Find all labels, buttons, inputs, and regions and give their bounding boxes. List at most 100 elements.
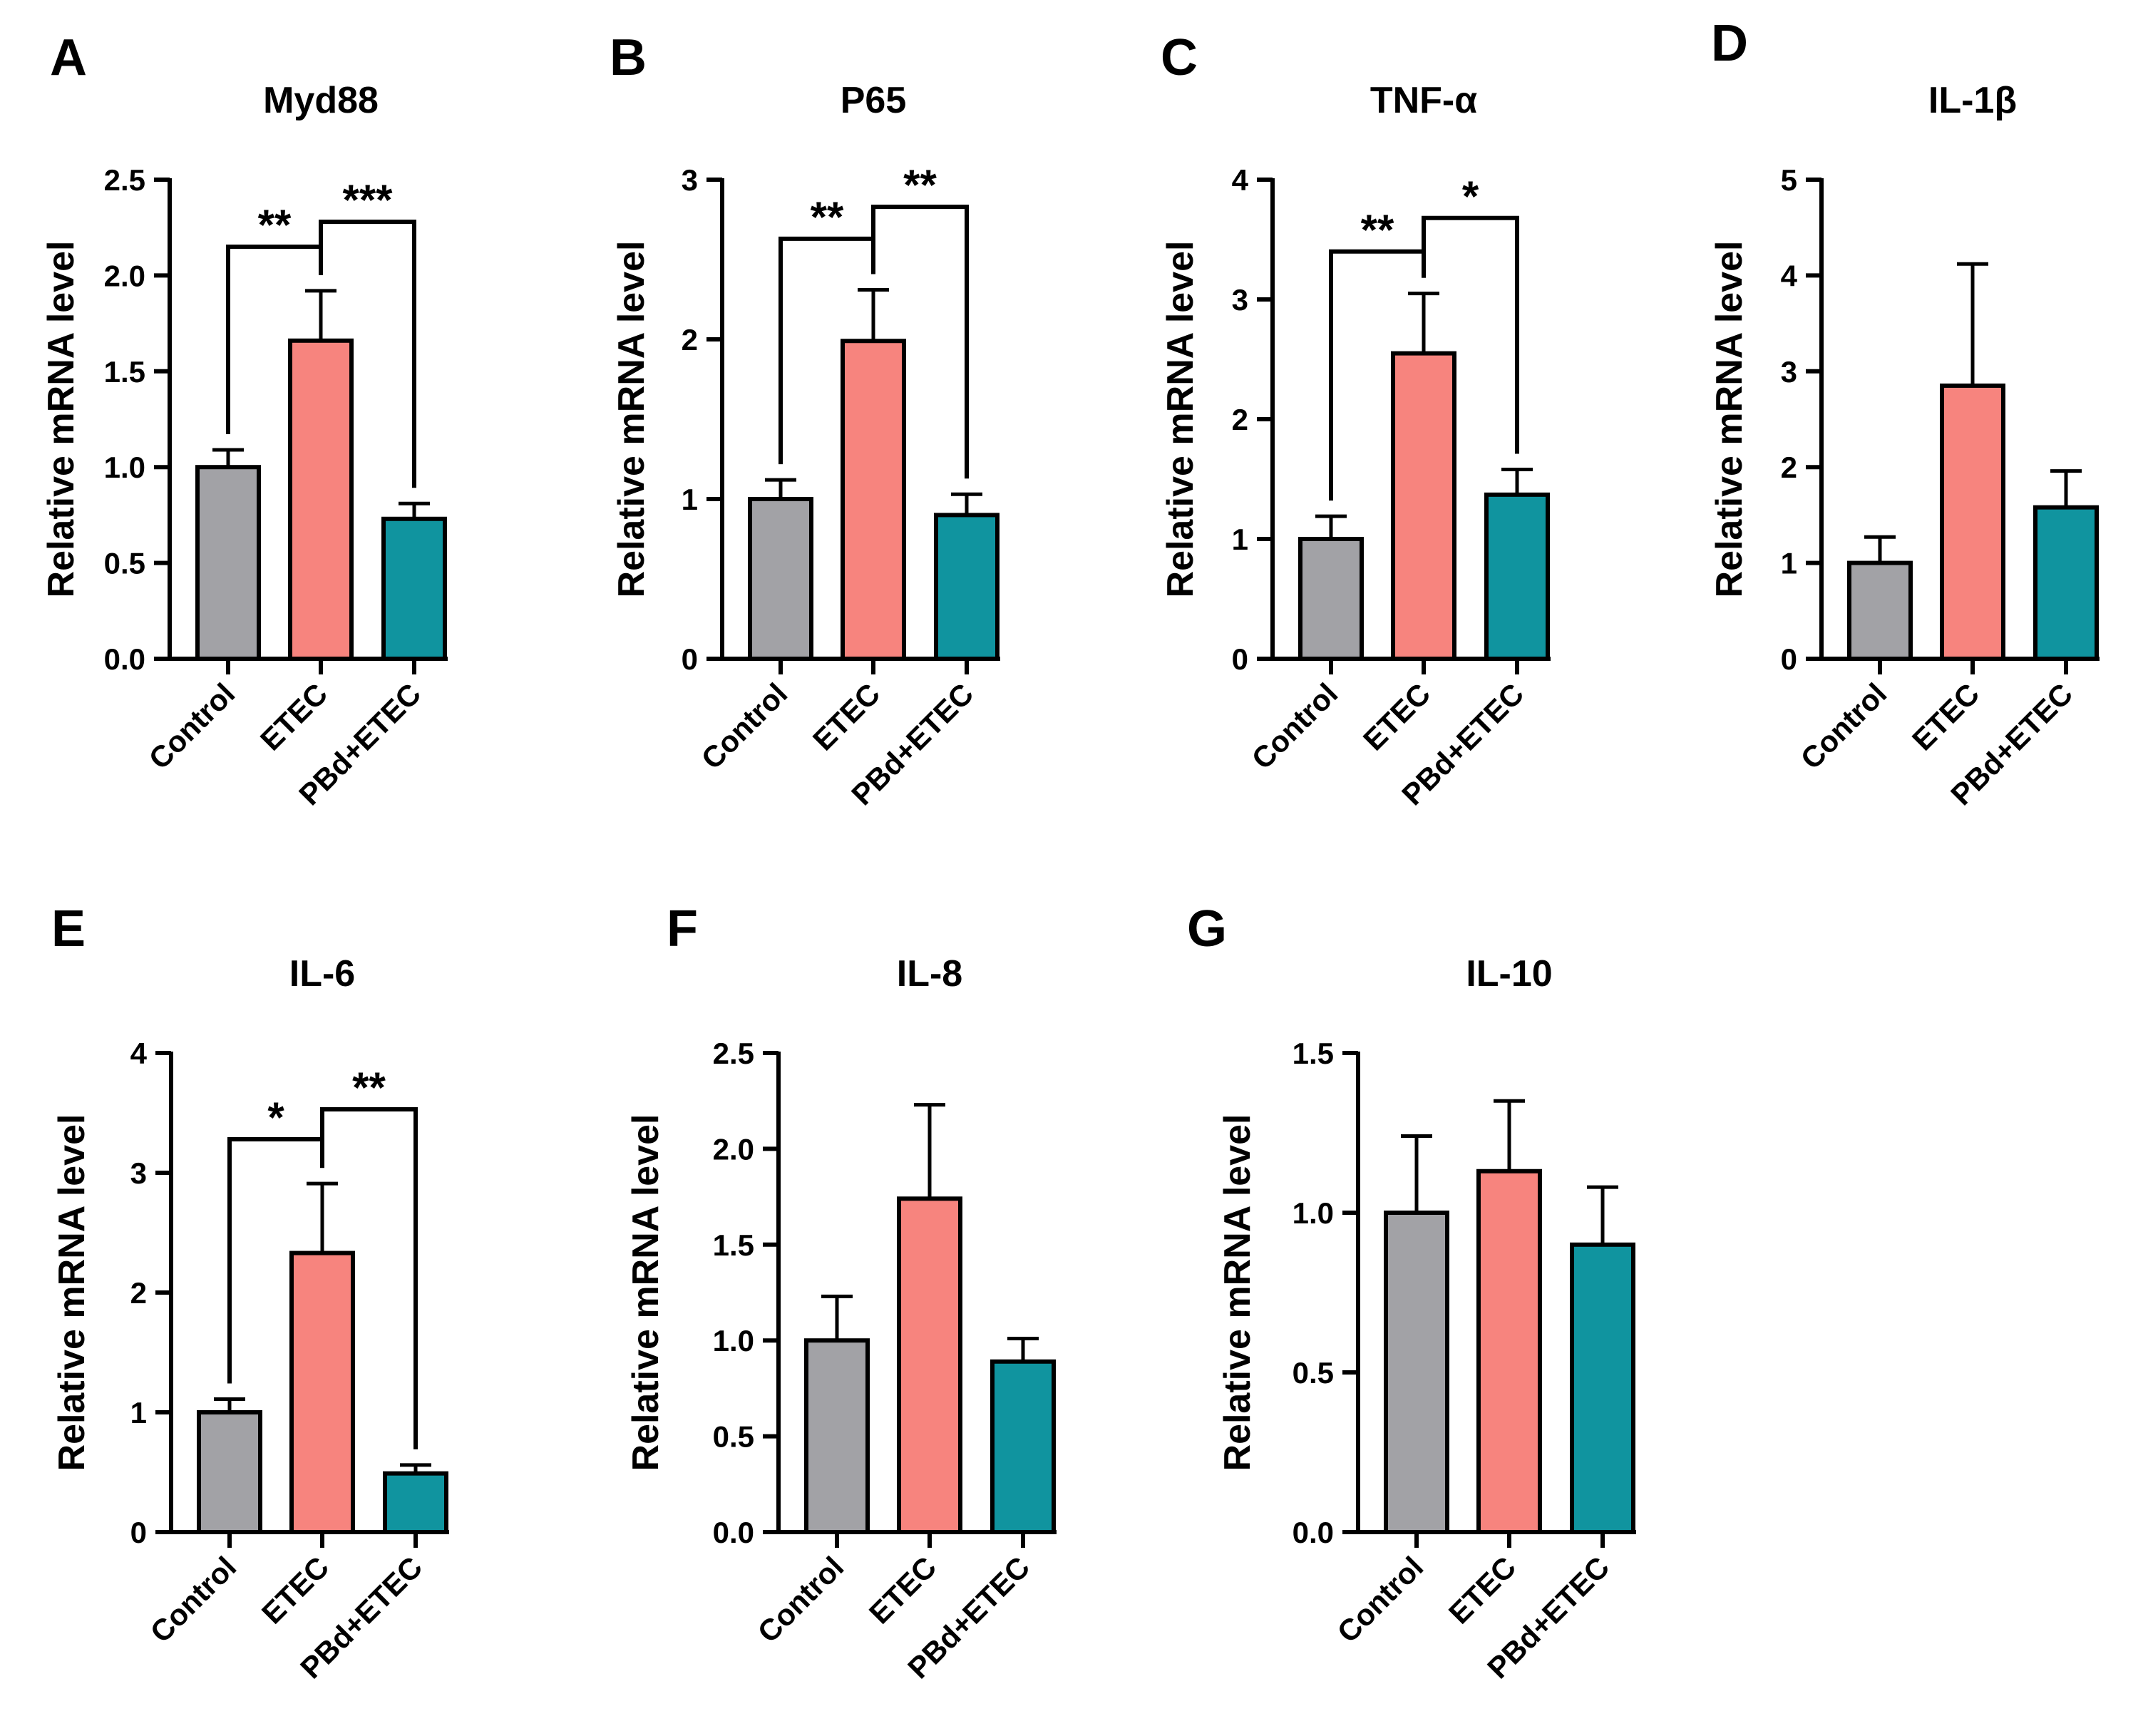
bar-etec: [1391, 351, 1456, 661]
x-tick-label: ETEC: [863, 1550, 942, 1630]
y-tick-label: 0: [130, 1516, 147, 1549]
panel-a: A Myd88 Relative mRNA level 0.0 0.5 1.0 1.5 2.0…: [41, 29, 448, 811]
y-tick-label: 1.0: [104, 451, 145, 484]
y-tick-label: 1: [682, 483, 698, 516]
bar-control: [804, 1338, 870, 1534]
x-tick-label: ETEC: [1357, 677, 1437, 756]
x-tick-label: ETEC: [254, 677, 334, 756]
y-tick-label: 2.5: [104, 163, 145, 197]
y-tick-label: 3: [682, 163, 698, 197]
y-tick-label: 0.5: [1293, 1356, 1334, 1390]
x-tick-label: Control: [1794, 677, 1893, 776]
bar-pbd-etec: [1484, 492, 1550, 662]
bar-control: [748, 497, 813, 661]
y-tick-label: 1.5: [104, 355, 145, 389]
panel-letter: E: [51, 900, 86, 957]
bar-pbd-etec: [1570, 1242, 1635, 1535]
panel-letter: C: [1161, 29, 1198, 86]
significance-bracket: [319, 220, 416, 488]
chart-title: IL-10: [1466, 953, 1552, 995]
panel-c: C TNF-α Relative mRNA level 0 1 2 3 4 Control ETE…: [1160, 29, 1551, 811]
y-tick-label: 0.0: [1293, 1516, 1334, 1549]
y-tick-label: 1.0: [713, 1324, 754, 1357]
x-tick-label: Control: [695, 677, 794, 776]
y-tick-label: 1.5: [1293, 1037, 1334, 1070]
bar-pbd-etec: [934, 513, 1000, 662]
y-axis-label: Relative mRNA level: [611, 241, 652, 598]
y-tick-label: 0.5: [104, 547, 145, 580]
y-tick-label: 3: [1232, 283, 1248, 317]
bar-etec: [897, 1196, 962, 1534]
y-tick-label: 1: [130, 1396, 147, 1429]
y-tick-label: 0.0: [713, 1516, 754, 1549]
significance-label: **: [1361, 206, 1394, 254]
significance-bracket: [871, 205, 969, 479]
y-tick-label: 3: [1781, 355, 1797, 389]
chart-title: P65: [841, 80, 907, 121]
y-axis-label: Relative mRNA level: [625, 1114, 667, 1472]
panel-letter: G: [1187, 900, 1227, 957]
y-axis-label: Relative mRNA level: [51, 1114, 93, 1472]
bar-etec: [288, 338, 354, 661]
y-tick-label: 0: [1232, 642, 1248, 676]
bar-control: [1384, 1211, 1449, 1534]
y-tick-label: 5: [1781, 163, 1797, 197]
y-tick-label: 1.5: [713, 1228, 754, 1262]
y-tick-label: 4: [130, 1037, 148, 1070]
x-tick-label: ETEC: [806, 677, 886, 756]
significance-label: **: [903, 161, 937, 209]
bar-control: [195, 465, 261, 661]
significance-label: *: [1462, 173, 1479, 220]
significance-label: **: [811, 193, 844, 241]
y-axis-label: Relative mRNA level: [41, 241, 82, 598]
panel-g: G IL-10 Relative mRNA level 0.0 0.5 1.0 1.5 Con…: [1187, 900, 1636, 1685]
bar-pbd-etec: [381, 516, 447, 661]
x-tick-label: ETEC: [255, 1550, 335, 1630]
y-tick-label: 2.5: [713, 1037, 754, 1070]
y-tick-label: 2.0: [104, 259, 145, 292]
panel-letter: F: [667, 900, 698, 957]
chart-title: IL-1β: [1928, 80, 2017, 121]
y-tick-label: 1: [1781, 547, 1797, 580]
bar-etec: [1940, 383, 2005, 662]
x-tick-label: Control: [751, 1550, 851, 1649]
significance-label: **: [258, 201, 292, 249]
panel-letter: D: [1711, 15, 1748, 72]
bar-control: [197, 1410, 262, 1534]
y-tick-label: 4: [1232, 163, 1249, 197]
bar-etec: [289, 1250, 355, 1535]
bar-etec: [841, 339, 906, 661]
panel-d: D IL-1β Relative mRNA level 0 1 2 3 4 5 Control ET…: [1709, 15, 2100, 811]
y-tick-label: 1: [1232, 523, 1248, 556]
x-tick-label: Control: [143, 677, 242, 776]
y-axis-label: Relative mRNA level: [1160, 241, 1201, 598]
significance-label: **: [352, 1064, 386, 1111]
bar-pbd-etec: [2033, 505, 2099, 662]
bar-pbd-etec: [990, 1359, 1056, 1534]
significance-bracket: [320, 1106, 418, 1449]
bar-pbd-etec: [383, 1471, 448, 1534]
y-tick-label: 2: [1781, 451, 1797, 484]
y-tick-label: 4: [1781, 259, 1798, 292]
x-tick-label: Control: [1245, 677, 1345, 776]
x-tick-label: ETEC: [1442, 1550, 1522, 1630]
chart-title: TNF-α: [1370, 80, 1477, 121]
y-tick-label: 2: [682, 323, 698, 356]
chart-title: IL-6: [289, 953, 355, 995]
panel-e: E IL-6 Relative mRNA level 0 1 2 3 4 Control ETEC…: [51, 900, 449, 1685]
significance-bracket: [1422, 215, 1519, 454]
panel-letter: B: [610, 29, 647, 86]
bar-etec: [1476, 1169, 1542, 1534]
panel-f: F IL-8 Relative mRNA level 0.0 0.5 1.0 1.5 2.0 2…: [625, 900, 1057, 1685]
y-tick-label: 0.0: [104, 642, 145, 676]
significance-label: ***: [342, 176, 393, 224]
chart-title: IL-8: [897, 953, 962, 995]
x-tick-label: Control: [1331, 1550, 1430, 1649]
y-axis-label: Relative mRNA level: [1217, 1114, 1258, 1472]
y-tick-label: 0: [682, 642, 698, 676]
bar-control: [1298, 537, 1364, 661]
x-tick-label: ETEC: [1906, 677, 1985, 756]
